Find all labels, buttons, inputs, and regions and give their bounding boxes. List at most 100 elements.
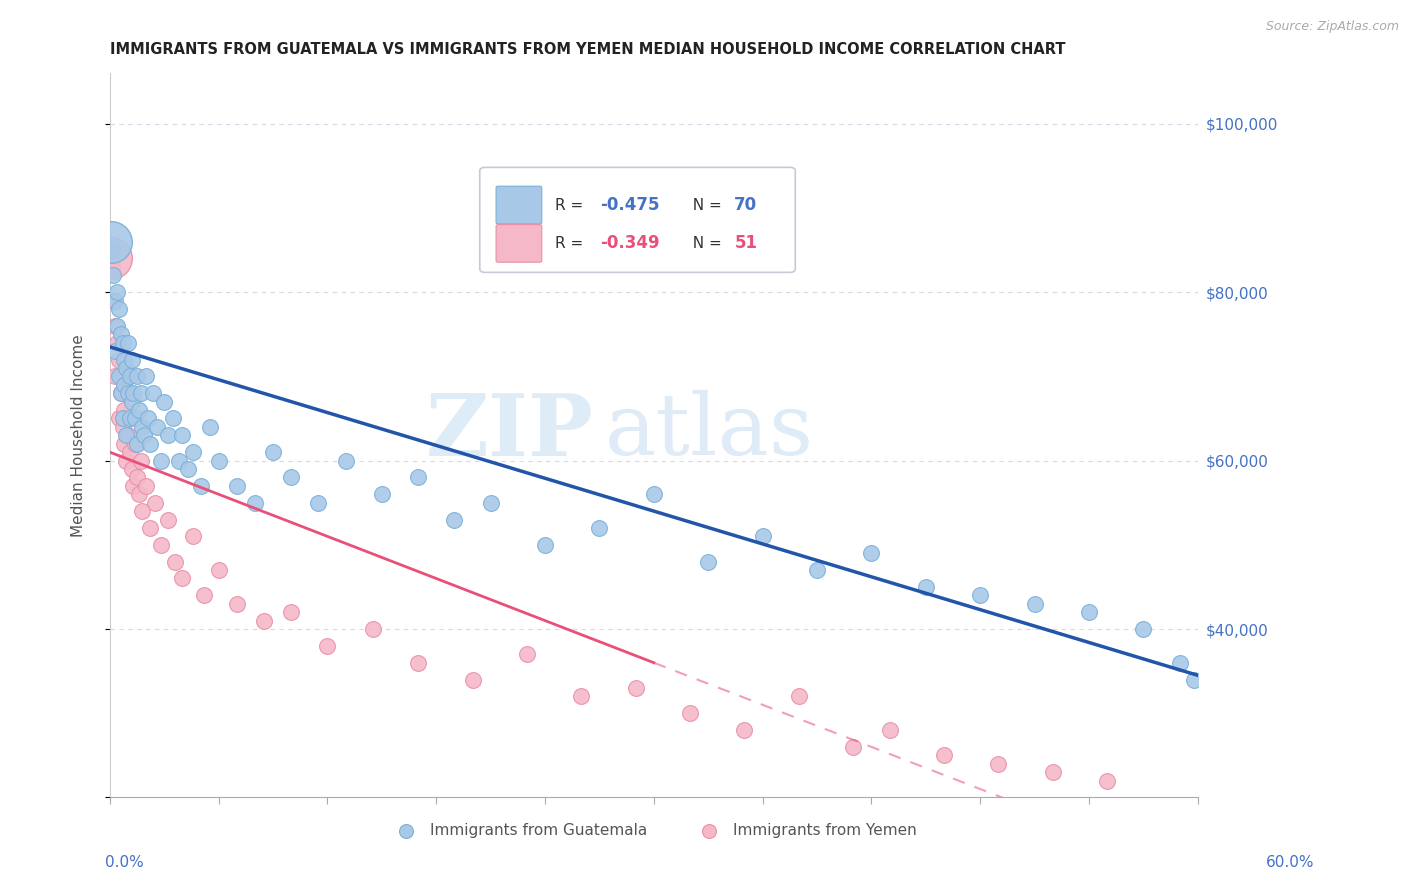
Point (914, 580, 936, 594)
Point (280, 605, 302, 619)
Point (136, 411, 159, 425)
Point (860, 546, 883, 560)
Point (139, 521, 162, 535)
Point (122, 386, 145, 401)
Text: N =: N = (683, 235, 727, 251)
Point (516, 647, 538, 661)
Point (124, 411, 146, 425)
Point (125, 369, 148, 384)
Point (104, 293, 127, 308)
Point (103, 268, 125, 283)
Point (108, 411, 131, 425)
Point (253, 614, 276, 628)
Point (734, 723, 756, 737)
FancyBboxPatch shape (496, 186, 541, 224)
Point (153, 394, 176, 409)
Point (679, 706, 702, 721)
Point (121, 394, 143, 409)
Point (115, 453, 138, 467)
Point (135, 479, 157, 493)
Point (307, 496, 329, 510)
Point (1182, 673, 1205, 687)
Point (172, 428, 194, 442)
Point (1095, 773, 1118, 788)
Point (225, 479, 247, 493)
Point (104, 369, 127, 384)
Point (139, 436, 162, 450)
Point (697, 555, 720, 569)
Point (121, 352, 143, 367)
Point (108, 369, 131, 384)
Point (172, 572, 194, 586)
Text: 60.0%: 60.0% (1267, 855, 1315, 870)
Point (280, 470, 302, 484)
Point (121, 462, 143, 476)
Text: R =: R = (555, 235, 588, 251)
Point (787, 690, 810, 704)
Point (243, 496, 266, 510)
Text: 70: 70 (734, 196, 758, 214)
Point (118, 411, 141, 425)
Text: 0.0%: 0.0% (105, 855, 145, 870)
Point (128, 487, 150, 501)
Point (125, 470, 148, 484)
Text: 51: 51 (734, 235, 758, 252)
Point (1132, 622, 1154, 636)
Point (125, 436, 148, 450)
Point (406, 470, 429, 484)
Point (181, 529, 204, 543)
Text: Source: ZipAtlas.com: Source: ZipAtlas.com (1265, 20, 1399, 33)
Point (108, 352, 131, 367)
Point (879, 723, 901, 737)
Point (361, 622, 384, 636)
Point (142, 386, 165, 401)
Text: N =: N = (683, 197, 727, 212)
Point (112, 436, 135, 450)
Text: ZIP: ZIP (426, 390, 593, 474)
Point (143, 496, 166, 510)
Point (105, 318, 128, 333)
Point (111, 411, 134, 425)
Y-axis label: Median Household Income: Median Household Income (72, 334, 86, 537)
Point (104, 318, 127, 333)
Point (193, 588, 215, 602)
Point (124, 436, 146, 450)
Text: atlas: atlas (605, 390, 814, 474)
Point (461, 673, 484, 687)
Point (225, 597, 247, 611)
Point (100, 252, 122, 266)
Point (131, 504, 153, 518)
Point (588, 521, 610, 535)
Point (806, 563, 828, 577)
FancyBboxPatch shape (496, 225, 541, 262)
Point (198, 420, 221, 434)
Point (110, 386, 132, 401)
Point (479, 496, 502, 510)
Point (406, 656, 429, 670)
Point (146, 420, 169, 434)
Point (135, 369, 157, 384)
Text: -0.475: -0.475 (600, 196, 659, 214)
Point (167, 453, 190, 467)
FancyBboxPatch shape (479, 168, 796, 272)
Point (122, 479, 145, 493)
Point (104, 344, 127, 359)
Point (156, 428, 179, 442)
Point (128, 403, 150, 417)
Text: IMMIGRANTS FROM GUATEMALA VS IMMIGRANTS FROM YEMEN MEDIAN HOUSEHOLD INCOME CORRE: IMMIGRANTS FROM GUATEMALA VS IMMIGRANTS … (110, 42, 1066, 57)
Point (105, 335, 128, 350)
Point (208, 453, 231, 467)
Point (569, 690, 592, 704)
Point (177, 462, 200, 476)
Point (118, 369, 141, 384)
Point (117, 386, 139, 401)
Point (100, 235, 122, 249)
Point (156, 512, 179, 526)
Point (969, 588, 991, 602)
Point (751, 529, 773, 543)
Point (111, 335, 134, 350)
Point (842, 739, 865, 754)
Text: -0.349: -0.349 (600, 235, 661, 252)
Point (129, 453, 152, 467)
Point (111, 420, 134, 434)
